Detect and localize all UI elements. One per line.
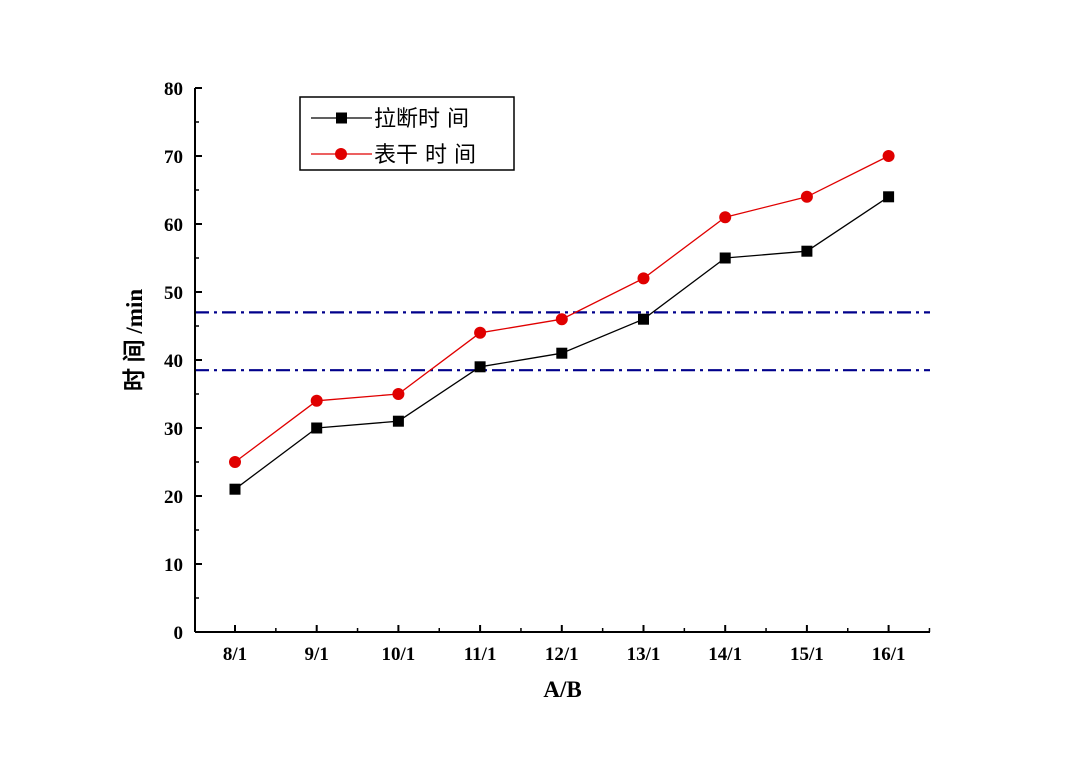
data-point xyxy=(229,483,241,495)
legend-marker xyxy=(336,112,347,124)
x-tick-label: 16/1 xyxy=(872,644,906,665)
data-point xyxy=(883,191,895,203)
y-tick-label: 20 xyxy=(164,487,183,508)
data-point xyxy=(556,347,568,359)
data-point xyxy=(474,361,486,373)
data-point xyxy=(637,272,650,285)
data-point xyxy=(638,313,649,325)
legend: 拉断时 间表干 时 间 xyxy=(299,96,515,171)
y-tick-label: 70 xyxy=(164,147,183,168)
x-tick-label: 9/1 xyxy=(305,644,329,665)
series-line xyxy=(234,155,889,463)
y-tick-label: 0 xyxy=(174,623,184,644)
data-point xyxy=(800,190,813,203)
y-tick-label: 40 xyxy=(164,351,183,372)
y-tick-label: 50 xyxy=(164,283,183,304)
x-axis-title: A/B xyxy=(543,677,581,702)
data-point xyxy=(719,211,732,224)
data-point xyxy=(310,394,323,407)
legend-marker xyxy=(335,148,347,160)
x-tick-label: 12/1 xyxy=(545,644,579,665)
y-tick-label: 60 xyxy=(164,215,183,236)
x-tick-label: 11/1 xyxy=(464,644,497,665)
x-tick-label: 8/1 xyxy=(223,644,247,665)
data-point xyxy=(555,313,568,326)
data-point xyxy=(719,252,731,264)
y-tick-label: 80 xyxy=(164,79,183,100)
legend-item: 拉断时 间 xyxy=(311,107,469,132)
series-1 xyxy=(229,191,895,495)
legend-label: 拉断时 间 xyxy=(374,107,469,132)
legend-box xyxy=(299,96,515,171)
data-point xyxy=(882,150,895,162)
legend-label: 表干 时 间 xyxy=(374,143,476,168)
y-tick-label: 10 xyxy=(164,555,183,576)
legend-item: 表干 时 间 xyxy=(311,143,476,168)
x-tick-label: 15/1 xyxy=(790,644,824,665)
x-tick-label: 14/1 xyxy=(708,644,742,665)
series-2 xyxy=(229,150,895,468)
y-tick-label: 30 xyxy=(164,419,183,440)
series-layer xyxy=(229,150,895,495)
data-point xyxy=(474,326,487,339)
data-point xyxy=(311,422,323,434)
data-point xyxy=(392,388,405,400)
series-line xyxy=(234,196,889,490)
axes: 0 10 20 30 40 50 60 70 80 8/1 9/1 10/1 11/1 12/1 13/1 1… xyxy=(164,79,931,665)
data-point xyxy=(229,456,241,468)
y-axis-title: 时 间 /min xyxy=(122,289,147,391)
data-point xyxy=(392,415,404,427)
x-tick-label: 10/1 xyxy=(382,644,416,665)
data-point xyxy=(801,245,813,257)
x-tick-label: 13/1 xyxy=(627,644,661,665)
